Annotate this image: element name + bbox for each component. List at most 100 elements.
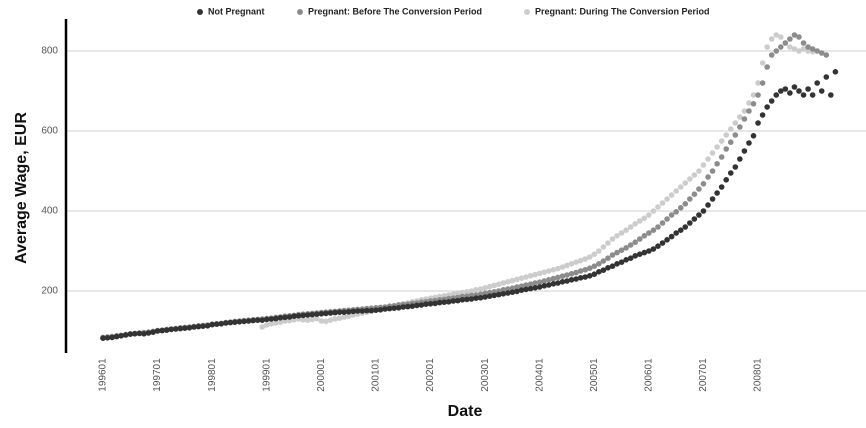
point xyxy=(623,257,629,263)
point xyxy=(673,230,679,236)
point xyxy=(432,300,438,307)
point xyxy=(350,308,356,315)
point xyxy=(600,258,607,264)
point xyxy=(741,116,748,122)
point xyxy=(778,34,784,40)
point xyxy=(341,309,347,316)
point xyxy=(782,86,789,92)
point xyxy=(687,220,693,226)
point xyxy=(691,191,698,197)
point xyxy=(559,273,566,280)
point xyxy=(818,88,825,94)
point xyxy=(550,275,557,282)
point xyxy=(677,227,684,233)
point xyxy=(477,286,484,292)
point xyxy=(477,295,484,301)
x-tick-label: 199601 xyxy=(98,358,109,392)
x-tick-label: 200501 xyxy=(589,358,600,392)
point xyxy=(423,301,429,308)
point xyxy=(500,291,507,297)
point xyxy=(596,248,602,254)
point xyxy=(495,291,502,298)
point xyxy=(605,240,611,246)
point xyxy=(636,218,643,224)
point xyxy=(268,321,275,327)
point xyxy=(636,236,643,242)
point xyxy=(664,216,670,222)
point xyxy=(727,126,734,132)
legend-label: Not Pregnant xyxy=(208,6,265,16)
point xyxy=(455,297,461,304)
point xyxy=(718,138,725,144)
point xyxy=(163,327,170,334)
point xyxy=(559,264,566,270)
point xyxy=(509,277,516,284)
point xyxy=(696,168,702,174)
point xyxy=(759,60,766,66)
point xyxy=(577,268,584,274)
point xyxy=(659,240,666,246)
point xyxy=(495,281,502,288)
x-tick-label: 200101 xyxy=(371,358,382,392)
point xyxy=(209,321,215,328)
point xyxy=(359,308,366,314)
point xyxy=(486,283,493,290)
point xyxy=(586,254,593,260)
point xyxy=(150,329,156,336)
point xyxy=(536,284,543,290)
point xyxy=(445,299,452,305)
legend-label: Pregnant: During The Conversion Period xyxy=(535,6,710,16)
point xyxy=(464,296,470,303)
x-tick-label: 200201 xyxy=(425,358,436,392)
point xyxy=(186,325,193,331)
point xyxy=(641,233,648,239)
point xyxy=(764,104,770,110)
point xyxy=(291,313,297,320)
point xyxy=(314,311,320,318)
point xyxy=(514,288,520,295)
x-tick-label: 200701 xyxy=(698,358,709,392)
point xyxy=(668,233,675,240)
point xyxy=(746,140,752,146)
point xyxy=(696,186,702,192)
point xyxy=(532,271,538,278)
point xyxy=(618,247,625,253)
point xyxy=(332,316,338,322)
point xyxy=(814,48,820,54)
point xyxy=(122,332,129,338)
point xyxy=(536,279,543,286)
point xyxy=(614,233,620,239)
point xyxy=(518,283,525,290)
point xyxy=(787,36,793,42)
point xyxy=(714,190,720,196)
point xyxy=(709,168,716,174)
point xyxy=(341,314,347,320)
point xyxy=(805,44,811,50)
point xyxy=(800,40,807,46)
point xyxy=(787,90,793,96)
point xyxy=(523,282,529,288)
point xyxy=(609,263,616,270)
point xyxy=(655,224,661,230)
point xyxy=(627,224,634,230)
point xyxy=(550,267,557,273)
point xyxy=(687,176,693,182)
point xyxy=(659,220,666,226)
point xyxy=(818,50,825,56)
point xyxy=(732,132,739,138)
point xyxy=(509,289,516,296)
point xyxy=(805,86,811,92)
point xyxy=(309,316,316,323)
x-tick-label: 200001 xyxy=(316,358,327,392)
legend-label: Pregnant: Before The Conversion Period xyxy=(308,6,482,16)
x-tick-label: 200801 xyxy=(753,358,764,392)
point xyxy=(527,273,534,279)
point xyxy=(418,302,425,308)
point xyxy=(568,277,575,283)
point xyxy=(705,174,711,180)
point xyxy=(650,208,657,214)
point xyxy=(605,265,611,271)
point xyxy=(136,330,143,337)
point xyxy=(627,255,634,261)
point xyxy=(618,230,625,236)
